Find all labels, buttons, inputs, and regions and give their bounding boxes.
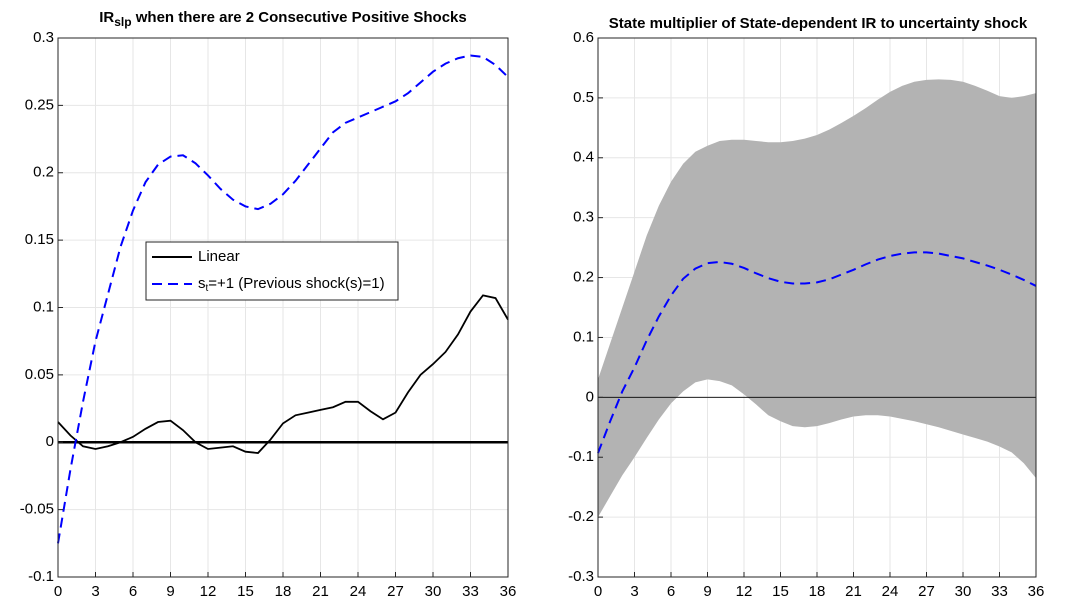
y-tick-label: 0.25 (25, 96, 54, 113)
legend-box (145, 241, 399, 301)
x-tick-label: 0 (594, 583, 602, 600)
y-tick-label: 0.2 (33, 164, 54, 181)
y-tick-label: -0.3 (568, 568, 594, 585)
y-tick-label: 0.15 (25, 231, 54, 248)
title-text: when there are 2 Consecutive Positive Sh… (132, 9, 467, 26)
x-tick-label: 18 (275, 583, 292, 600)
y-tick-label: 0.3 (33, 29, 54, 46)
x-tick-label: 36 (500, 583, 517, 600)
series-line (57, 54, 509, 544)
y-tick-label: 0.1 (573, 328, 594, 345)
chart-title: State multiplier of State-dependent IR t… (609, 15, 1028, 32)
x-tick-label: 3 (91, 583, 99, 600)
legend-subscript: t (206, 283, 209, 294)
legend: Linear st=+1 (Previous shock(s)=1) (145, 241, 399, 301)
chart-title: IRslp when there are 2 Consecutive Posit… (99, 9, 466, 29)
y-tick-label: -0.1 (28, 568, 54, 585)
y-tick-label: 0.6 (573, 29, 594, 46)
x-tick-label: 6 (129, 583, 137, 600)
x-tick-label: 15 (772, 583, 789, 600)
y-tick-label: -0.1 (568, 448, 594, 465)
legend-text: =+1 (Previous shock(s)=1) (208, 275, 384, 292)
y-tick-label: -0.05 (20, 501, 54, 518)
x-tick-label: 21 (845, 583, 862, 600)
x-tick-label: 24 (882, 583, 899, 600)
legend-label: Linear (198, 248, 240, 265)
x-tick-label: 30 (955, 583, 972, 600)
legend-label: st=+1 (Previous shock(s)=1) (198, 275, 385, 294)
x-tick-label: 27 (387, 583, 404, 600)
x-tick-label: 9 (703, 583, 711, 600)
x-tick-label: 6 (667, 583, 675, 600)
x-tick-label: 21 (312, 583, 329, 600)
y-tick-label: 0.05 (25, 366, 54, 383)
x-tick-label: 12 (736, 583, 753, 600)
series-line (57, 294, 509, 454)
x-tick-label: 36 (1028, 583, 1045, 600)
title-text: State multiplier of State-dependent IR t… (609, 15, 1028, 32)
title-subscript: slp (114, 15, 131, 29)
y-tick-label: 0.4 (573, 149, 594, 166)
x-tick-label: 15 (237, 583, 254, 600)
x-tick-label: 18 (809, 583, 826, 600)
x-tick-label: 12 (200, 583, 217, 600)
x-tick-label: 30 (425, 583, 442, 600)
x-tick-label: 0 (54, 583, 62, 600)
x-tick-label: 27 (918, 583, 935, 600)
confidence-band (598, 79, 1036, 518)
y-tick-label: -0.2 (568, 508, 594, 525)
y-tick-label: 0 (586, 388, 594, 405)
x-tick-label: 9 (166, 583, 174, 600)
y-tick-label: 0 (46, 433, 54, 450)
legend-text: Linear (198, 248, 240, 265)
y-tick-label: 0.1 (33, 298, 54, 315)
y-tick-label: 0.5 (573, 89, 594, 106)
x-tick-label: 33 (462, 583, 479, 600)
legend-text: s (198, 275, 206, 292)
x-tick-label: 33 (991, 583, 1008, 600)
title-text: IR (99, 9, 114, 26)
series-line (597, 251, 1037, 454)
y-tick-label: 0.2 (573, 269, 594, 286)
y-tick-label: 0.3 (573, 209, 594, 226)
x-tick-label: 24 (350, 583, 367, 600)
x-tick-label: 3 (630, 583, 638, 600)
